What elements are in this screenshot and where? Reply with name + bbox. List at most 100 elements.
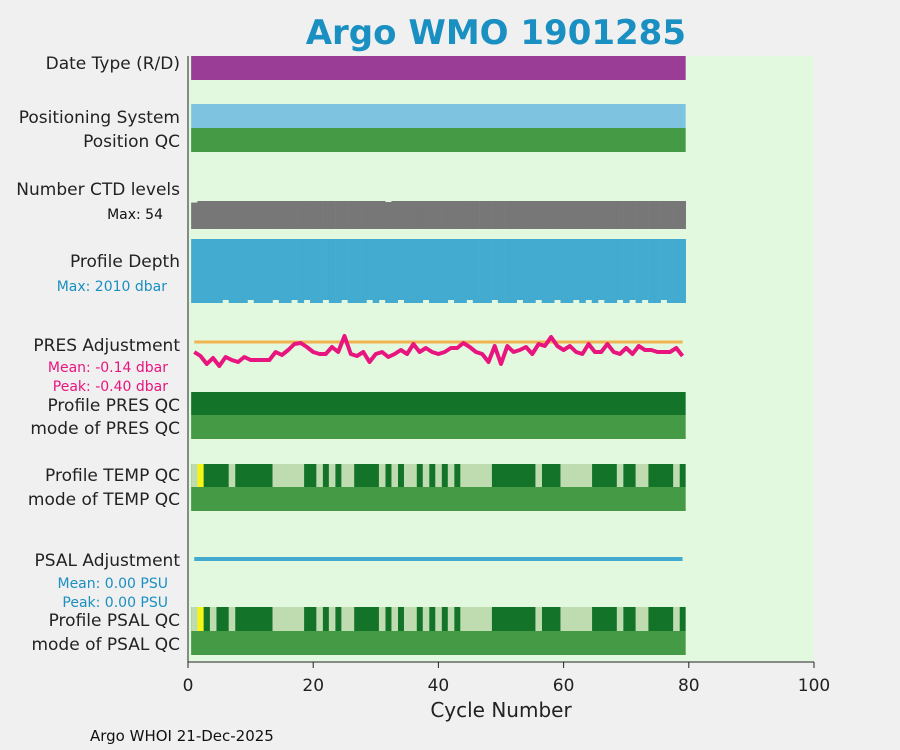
profile-depth-bar: [209, 239, 217, 303]
ctd-level-bar: [266, 201, 273, 229]
ctd-level-bar: [541, 201, 549, 229]
label-position-qc: Position QC: [83, 132, 180, 152]
profile-depth-bar: [535, 239, 542, 300]
profile-depth-bar: [629, 239, 636, 300]
label-profile-pres-qc: Profile PRES QC: [47, 396, 180, 416]
ctd-level-bar: [447, 201, 455, 229]
ctd-level-bar: [285, 201, 292, 229]
ctd-level-bar: [222, 201, 229, 229]
label-profile-depth: Profile Depth: [70, 252, 180, 272]
pres-mean-text: Mean: -0.14 dbar: [48, 360, 168, 376]
depth-max-text: Max: 2010 dbar: [57, 279, 168, 295]
ctd-level-bar: [410, 201, 417, 229]
profile-psal-qc-series: [191, 607, 686, 631]
profile-depth-bar: [328, 239, 336, 303]
ctd-level-bar: [435, 201, 442, 229]
profile-depth-bar: [635, 239, 643, 303]
profile-depth-bar: [259, 239, 267, 303]
label-positioning-system: Positioning System: [19, 108, 180, 128]
profile-depth-bar: [660, 239, 668, 300]
profile-depth-bar: [416, 239, 424, 303]
psal-qc-light-segment: [673, 607, 680, 631]
profile-depth-bar: [460, 239, 467, 303]
psal-qc-light-segment: [328, 607, 336, 631]
profile-depth-bar: [372, 239, 380, 303]
profile-depth-bar: [560, 239, 568, 303]
temp-qc-light-segment: [391, 464, 399, 487]
ctd-level-bar: [310, 201, 317, 229]
profile-depth-bar: [266, 239, 273, 303]
ctd-level-bar: [485, 201, 492, 229]
psal-qc-light-segment: [422, 607, 430, 631]
profile-depth-bar: [422, 239, 430, 300]
psal-qc-flag-cycle: [197, 607, 204, 631]
ctd-level-bar: [247, 201, 255, 229]
profile-depth-bar: [391, 239, 399, 303]
ctd-level-bar: [191, 202, 198, 229]
profile-depth-bar: [648, 239, 655, 303]
psal-qc-light-segment: [535, 607, 542, 631]
ctd-level-bar: [429, 201, 436, 229]
psal-qc-light-segment: [272, 607, 305, 631]
temp-qc-light-segment: [378, 464, 386, 487]
position-qc-bar: [191, 128, 686, 152]
ctd-level-bar: [666, 201, 674, 229]
ctd-level-bar: [547, 201, 555, 229]
x-tick-label: 0: [183, 676, 194, 696]
pres-peak-text: Peak: -0.40 dbar: [53, 379, 168, 395]
ctd-level-bar: [372, 201, 380, 229]
profile-depth-bar: [479, 239, 486, 303]
temp-qc-light-segment: [328, 464, 336, 487]
profile-depth-bar: [253, 239, 261, 303]
label-mode-temp-qc: mode of TEMP QC: [28, 490, 180, 510]
profile-depth-bar: [435, 239, 442, 303]
psal-qc-light-segment: [460, 607, 492, 631]
ctd-level-bar: [228, 201, 236, 229]
ctd-level-bar: [397, 201, 405, 229]
ctd-level-bar: [641, 201, 649, 229]
ctd-level-bar: [648, 201, 655, 229]
psal-qc-light-segment: [560, 607, 593, 631]
profile-depth-bar: [385, 239, 392, 303]
ctd-level-bar: [479, 201, 486, 229]
temp-qc-light-segment: [673, 464, 680, 487]
profile-depth-bar: [541, 239, 549, 303]
ctd-level-bar: [623, 201, 630, 229]
profile-depth-bar: [579, 239, 586, 303]
profile-depth-bar: [366, 239, 373, 300]
ctd-level-bar: [460, 201, 467, 229]
footer-credit: Argo WHOI 21-Dec-2025: [90, 727, 274, 745]
profile-depth-bar: [547, 239, 555, 303]
mode-pres-qc-bar: [191, 415, 686, 439]
ctd-level-bar: [466, 201, 474, 229]
psal-qc-light-segment: [209, 607, 217, 631]
profile-depth-bar: [310, 239, 317, 303]
psal-qc-light-segment: [391, 607, 399, 631]
ctd-level-bar: [579, 201, 586, 229]
ctd-level-bar: [291, 201, 298, 229]
x-tick-label: 20: [302, 676, 324, 696]
ctd-level-bar: [297, 201, 305, 229]
ctd-level-bar: [422, 201, 430, 229]
ctd-level-bar: [416, 201, 424, 229]
profile-depth-bar: [641, 239, 649, 300]
profile-depth-bar: [203, 239, 211, 303]
ctd-level-bar: [535, 201, 542, 229]
psal-qc-light-segment: [435, 607, 442, 631]
profile-depth-bar: [591, 239, 599, 303]
ctd-level-bar: [491, 201, 499, 229]
ctd-level-bar: [660, 201, 668, 229]
profile-depth-bar: [679, 239, 686, 303]
ctd-level-bar: [472, 201, 480, 229]
ctd-level-bar: [604, 201, 611, 229]
ctd-level-bar: [216, 201, 223, 229]
temp-qc-light-segment: [435, 464, 442, 487]
temp-qc-light-segment: [228, 464, 236, 487]
ctd-level-bar: [454, 201, 461, 229]
profile-depth-bar: [604, 239, 611, 303]
label-profile-temp-qc: Profile TEMP QC: [45, 466, 180, 486]
profile-depth-bar: [598, 239, 605, 300]
profile-depth-bar: [429, 239, 436, 303]
temp-qc-light-segment: [635, 464, 649, 487]
psal-qc-light-segment: [316, 607, 323, 631]
